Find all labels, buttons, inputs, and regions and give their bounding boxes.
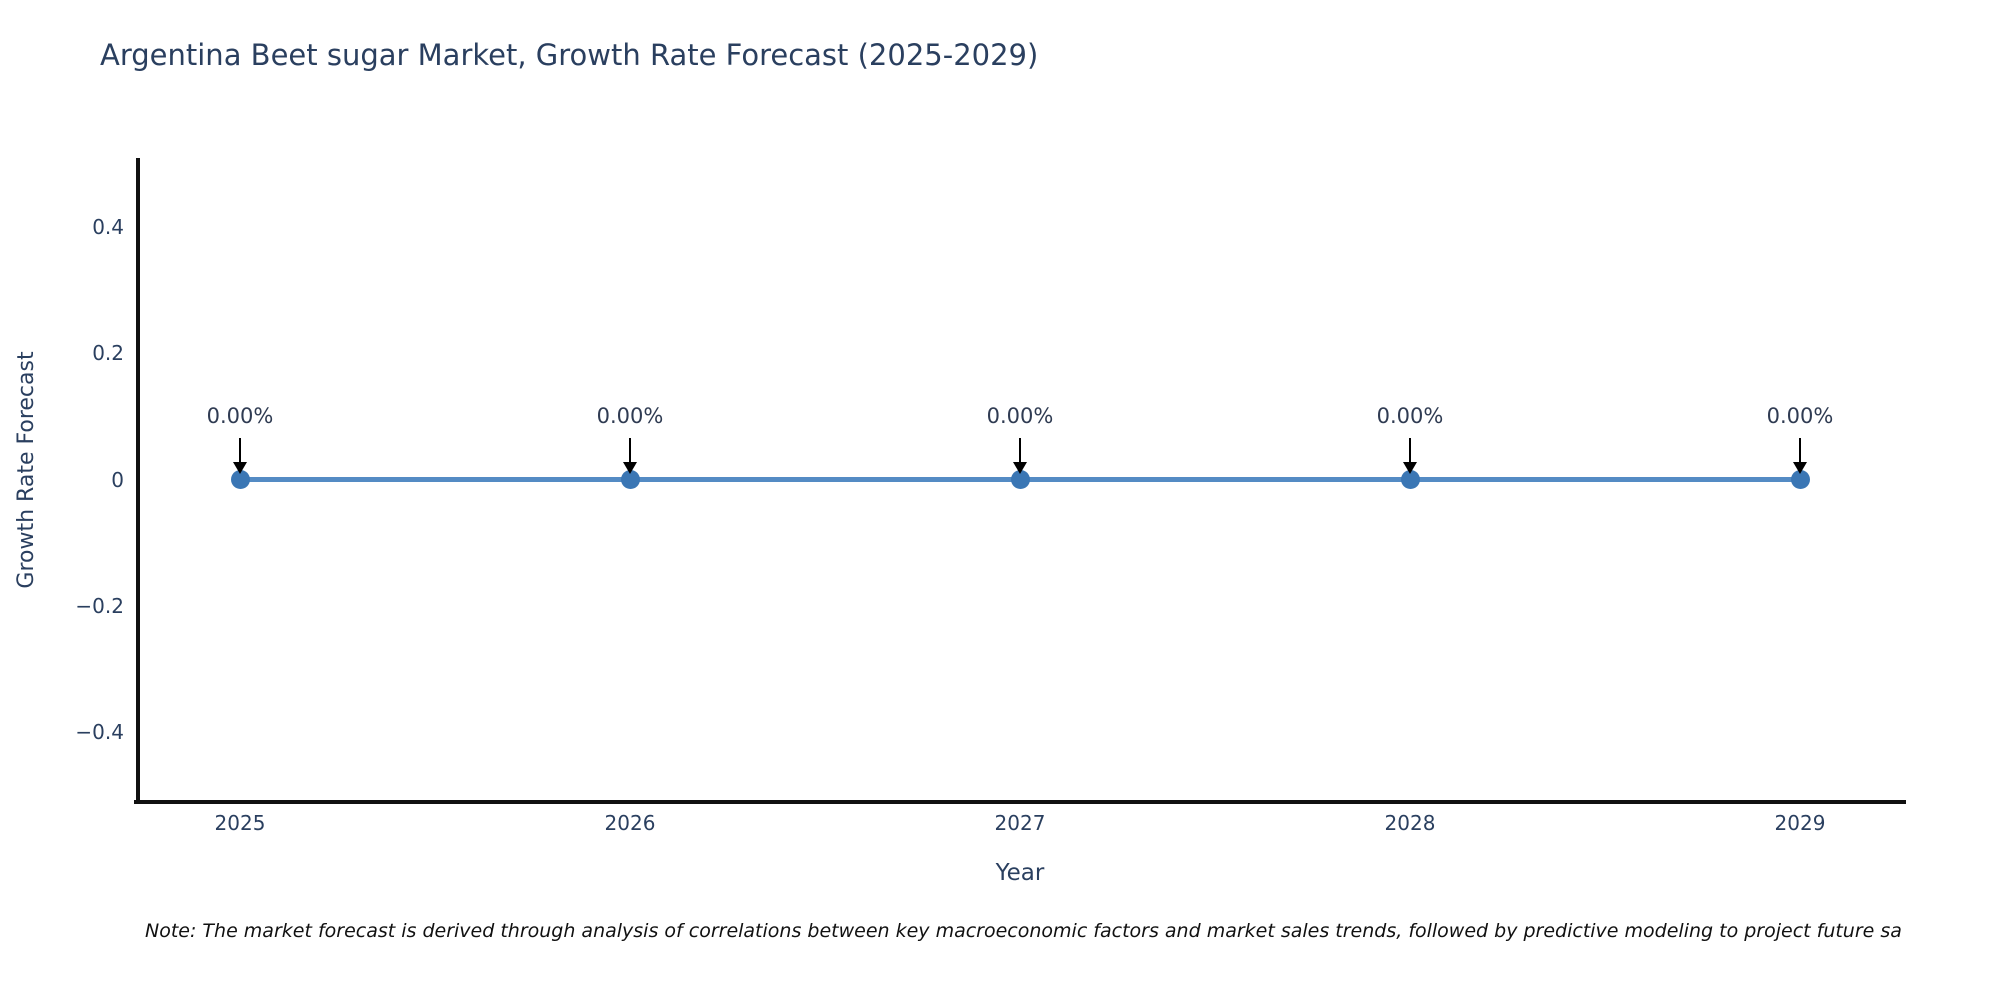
annotation-arrow-head-icon xyxy=(1013,462,1027,474)
x-axis-title: Year xyxy=(995,860,1045,886)
y-tick-label: −0.2 xyxy=(75,594,124,618)
x-tick-label: 2029 xyxy=(1774,811,1826,835)
annotation-arrow-head-icon xyxy=(1403,462,1417,474)
point-value-label: 0.00% xyxy=(596,404,664,428)
y-axis-title: Growth Rate Forecast xyxy=(14,351,39,589)
point-value-label: 0.00% xyxy=(206,404,274,428)
x-tick-label: 2028 xyxy=(1384,811,1436,835)
data-point-marker xyxy=(1401,470,1420,489)
annotation-arrow-head-icon xyxy=(623,462,637,474)
chart-title: Argentina Beet sugar Market, Growth Rate… xyxy=(100,38,1039,72)
x-tick-label: 2025 xyxy=(214,811,266,835)
data-point-marker xyxy=(621,470,640,489)
x-tick-label: 2027 xyxy=(994,811,1046,835)
y-axis-line xyxy=(136,158,140,804)
y-tick-label: 0 xyxy=(111,468,124,492)
annotation-arrow-shaft xyxy=(1799,438,1801,464)
y-tick-label: 0.4 xyxy=(92,215,124,239)
point-value-label: 0.00% xyxy=(1376,404,1444,428)
annotation-arrow-head-icon xyxy=(1793,462,1807,474)
point-value-label: 0.00% xyxy=(986,404,1054,428)
annotation-arrow-head-icon xyxy=(233,462,247,474)
annotation-arrow-shaft xyxy=(1019,438,1021,464)
annotation-arrow-shaft xyxy=(1409,438,1411,464)
annotation-arrow-shaft xyxy=(629,438,631,464)
data-point-marker xyxy=(1011,470,1030,489)
x-tick-label: 2026 xyxy=(604,811,656,835)
x-axis-line xyxy=(134,800,1906,804)
data-point-marker xyxy=(231,470,250,489)
data-point-marker xyxy=(1791,470,1810,489)
point-value-label: 0.00% xyxy=(1766,404,1834,428)
y-tick-label: 0.2 xyxy=(92,341,124,365)
y-tick-label: −0.4 xyxy=(75,720,124,744)
annotation-arrow-shaft xyxy=(239,438,241,464)
footnote: Note: The market forecast is derived thr… xyxy=(145,920,1902,942)
